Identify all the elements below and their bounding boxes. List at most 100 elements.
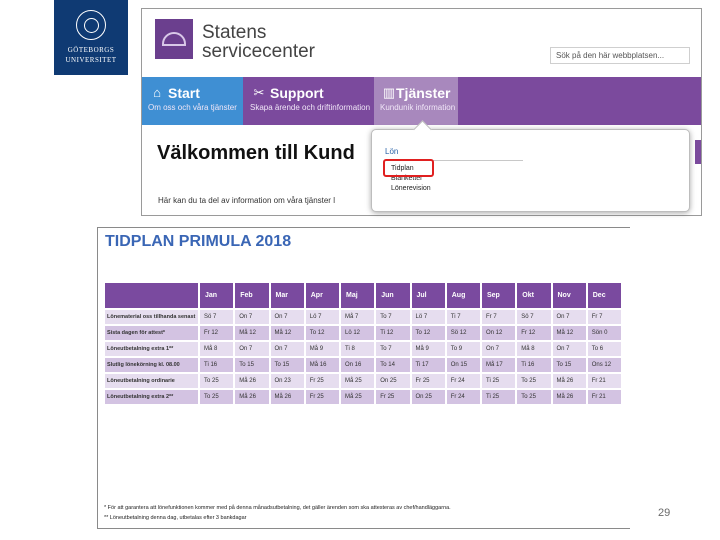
main-navigation: ⌂ Start Om oss och våra tjänster ✂ Suppo… [142,77,701,125]
schedule-cell: To 12 [303,324,342,342]
schedule-row-label: Lönematerial oss tillhanda senast [103,308,200,326]
schedule-cell: On 7 [233,308,271,326]
tools-icon: ✂ [253,85,265,100]
schedule-row-label: Löneutbetalning extra 1** [103,340,200,358]
schedule-cell: Fr 21 [585,372,624,390]
schedule-cell: Fr 24 [444,388,483,406]
nav-tab-support-subtitle: Skapa ärende och driftinformation [250,103,371,112]
nav-tab-tjanster-label: Tjänster [396,85,451,101]
schedule-cell: Må 12 [268,324,306,342]
nav-tab-support[interactable]: ✂ Support Skapa ärende och driftinformat… [244,77,373,125]
schedule-cell: Fr 21 [585,388,624,406]
schedule-cell: Ti 25 [479,372,518,390]
university-seal-icon [76,10,106,40]
dropdown-item-lonerevision[interactable]: Lönerevision [391,185,431,192]
dropdown-item-blanketter[interactable]: Blanketter [391,175,423,182]
schedule-cell: Ti 12 [374,324,412,342]
schedule-cell: Må 25 [338,372,377,390]
schedule-row: Lönematerial oss tillhanda senast Sö 7 On … [103,308,624,326]
schedule-cell: On 7 [479,340,518,358]
schedule-cell: Fr 12 [515,324,553,342]
nav-tab-start[interactable]: ⌂ Start Om oss och våra tjänster [142,77,243,125]
schedule-row: Löneutbetalning ordinarie To 25 Må 26 On 23… [103,372,624,390]
schedule-row-label: Sista dagen för attest* [103,324,200,342]
schedule-cell: On 25 [409,388,447,406]
schedule-cell: Lö 12 [338,324,377,342]
dropdown-heading-lon[interactable]: Lön [385,147,399,156]
schedule-header-corner [103,281,200,310]
schedule-cell: To 25 [515,372,553,390]
schedule-cell: Fr 25 [409,372,447,390]
university-name-line1: GÖTEBORGS [67,46,115,54]
schedule-cell: Må 26 [268,388,306,406]
books-icon: ▥ [382,85,396,100]
month-header: Jul [409,281,447,310]
schedule-row: Slutlig lönekörning kl. 08.00 Ti 16 To 15 T… [103,356,624,374]
month-header: Mar [268,281,306,310]
nav-tab-tjanster[interactable]: ▥ Tjänster Kundunik information [374,77,458,125]
schedule-cell: Må 8 [515,340,553,358]
university-name-line2: UNIVERSITET [65,56,117,64]
nav-tab-start-subtitle: Om oss och våra tjänster [148,103,237,112]
schedule-cell: On 23 [268,372,306,390]
schedule-cell: Må 26 [550,372,588,390]
schedule-cell: Ti 16 [515,356,553,374]
home-icon: ⌂ [153,85,161,100]
schedule-cell: Må 16 [303,356,342,374]
schedule-cell: Må 26 [233,372,271,390]
schedule-cell: To 15 [233,356,271,374]
schedule-cell: Fr 12 [197,324,236,342]
schedule-header-row: Jan Feb Mar Apr Maj Jun Jul Aug Sep Okt Nov Dec [103,281,624,310]
schedule-cell: To 7 [374,308,412,326]
intro-text: Här kan du ta del av information om våra… [158,196,335,205]
schedule-screenshot: TIDPLAN PRIMULA 2018 Jan Feb Mar Apr Maj Jun J… [97,227,630,529]
dropdown-divider [385,160,523,161]
month-header: Feb [233,281,271,310]
schedule-cell: Må 26 [233,388,271,406]
schedule-cell: Ti 8 [338,340,377,358]
schedule-cell: Ti 7 [444,308,483,326]
brand-name[interactable]: Statens [202,22,267,43]
schedule-cell: To 25 [197,388,236,406]
schedule-cell: To 12 [409,324,447,342]
schedule-cell: Lö 7 [409,308,447,326]
schedule-cell: Ti 25 [479,388,518,406]
schedule-cell: On 12 [479,324,518,342]
schedule-cell: Sö 7 [515,308,553,326]
university-logo: GÖTEBORGS UNIVERSITET [54,0,128,75]
schedule-cell: Fr 24 [444,372,483,390]
dropdown-item-tidplan[interactable]: Tidplan [391,165,414,172]
schedule-row-label: Slutlig lönekörning kl. 08.00 [103,356,200,374]
site-search-input[interactable]: Sök på den här webbplatsen... [550,47,690,64]
schedule-cell: Må 12 [233,324,271,342]
nav-tab-tjanster-subtitle: Kundunik information [380,103,456,112]
schedule-cell: To 9 [444,340,483,358]
schedule-cell: On 7 [550,340,588,358]
schedule-cell: On 7 [268,340,306,358]
month-header: Jan [197,281,236,310]
welcome-heading: Välkommen till Kund [157,142,355,164]
schedule-cell: On 15 [444,356,483,374]
month-header: Maj [338,281,377,310]
schedule-cell: On 25 [374,372,412,390]
schedule-cell: On 7 [550,308,588,326]
schedule-cell: To 6 [585,340,624,358]
schedule-cell: On 7 [268,308,306,326]
footnote-extra-payment: ** Löneutbetalning denna dag, utbetalas … [104,515,247,521]
schedule-cell: Sö 12 [444,324,483,342]
schedule-cell: Må 9 [303,340,342,358]
month-header: Aug [444,281,483,310]
crown-logo-icon[interactable] [155,19,193,59]
schedule-cell: Fr 7 [479,308,518,326]
schedule-table: Jan Feb Mar Apr Maj Jun Jul Aug Sep Okt Nov Dec Lön… [103,281,624,406]
month-header: Dec [585,281,624,310]
schedule-cell: Ons 12 [585,356,624,374]
schedule-cell: Må 25 [338,388,377,406]
month-header: Apr [303,281,342,310]
nav-tab-start-label: Start [168,85,200,101]
schedule-row: Löneutbetalning extra 1** Må 8 On 7 On 7 Må … [103,340,624,358]
schedule-cell: Må 9 [409,340,447,358]
schedule-row-label: Löneutbetalning extra 2** [103,388,200,406]
brand-name-line2[interactable]: servicecenter [202,41,315,62]
schedule-cell: To 25 [197,372,236,390]
